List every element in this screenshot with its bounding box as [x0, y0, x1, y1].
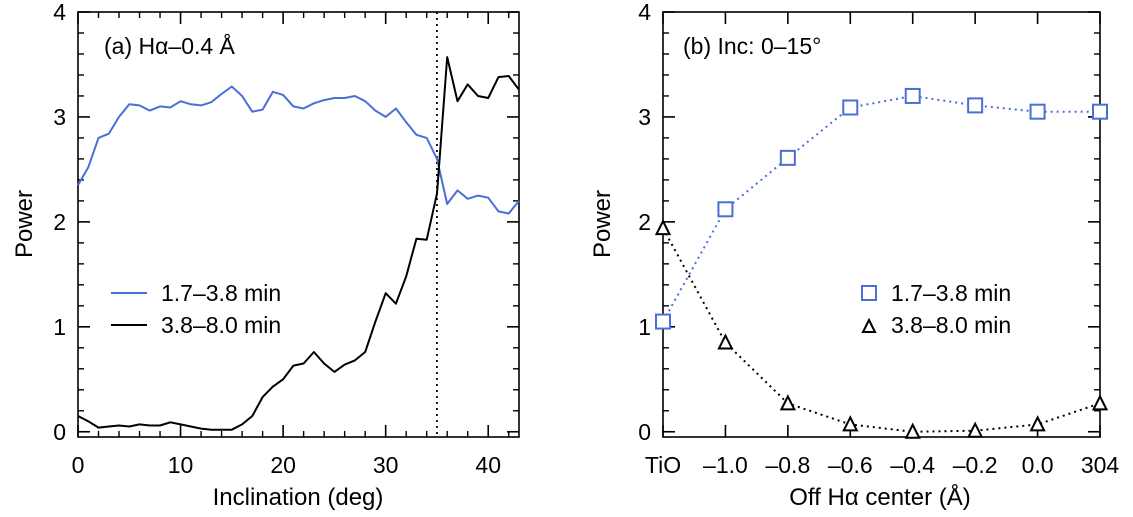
panel-b-title: (b) Inc: 0–15° [683, 33, 821, 59]
panel-a-series-1-line [77, 85, 520, 215]
panel-b-y-tick-label: 3 [638, 104, 651, 130]
panel-b: TiO –1.0 –0.8 –0.6 –0.4 –0.2 0.0 304 0 1 2 3 4 (b) I… [589, 0, 1119, 511]
panel-b-x-tick-label: 304 [1081, 452, 1120, 478]
panel-b-y-tick-label: 0 [638, 419, 651, 445]
panel-a-legend-label-1: 1.7–3.8 min [161, 280, 281, 306]
panel-b-y-tick-label: 2 [638, 209, 651, 235]
panel-a-x-tick-label: 10 [168, 452, 194, 478]
panel-b-series-2-marker [1029, 415, 1046, 432]
panel-a-frame [77, 11, 520, 438]
panel-b-y-tick-label: 4 [638, 0, 651, 25]
panel-a-legend: 1.7–3.8 min 3.8–8.0 min [111, 280, 281, 338]
panel-b-series-1-marker [655, 313, 671, 330]
panel-b-series-2-marker [842, 415, 859, 432]
panel-b-ticks: TiO –1.0 –0.8 –0.6 –0.4 –0.2 0.0 304 0 1 2 3 4 [638, 0, 1119, 478]
panel-b-series-1-marker [904, 87, 921, 104]
panel-b-frame [662, 11, 1101, 438]
panel-b-y-tick-label: 1 [638, 314, 651, 340]
panel-a-xlabel: Inclination (deg) [213, 484, 384, 511]
panel-b-legend-label-1: 1.7–3.8 min [891, 280, 1011, 306]
panel-b-x-tick-label: 0.0 [1022, 452, 1054, 478]
panel-b-legend-swatch-1 [861, 285, 877, 301]
panel-a-y-tick-label: 0 [53, 419, 66, 445]
panel-a-series-2-line [77, 56, 520, 431]
panel-a-legend-label-2: 3.8–8.0 min [161, 312, 281, 338]
panel-b-markers [654, 87, 1109, 439]
panel-b-series-1-marker [1092, 103, 1108, 120]
panel-a-y-tick-label: 3 [53, 104, 66, 130]
panel-a-y-tick-label: 1 [53, 314, 66, 340]
panel-a: 0 10 20 30 40 0 1 2 3 4 (a) Hα–0.4 Å Inclination … [11, 0, 520, 511]
panel-b-x-tick-label: –0.2 [953, 452, 998, 478]
panel-b-x-tick-label: –0.8 [765, 452, 810, 478]
panel-a-x-tick-label: 40 [475, 452, 501, 478]
panel-a-y-tick-label: 4 [53, 0, 66, 25]
panel-b-x-tick-label: –1.0 [703, 452, 748, 478]
panel-b-series-1-marker [779, 149, 796, 166]
panel-a-ylabel: Power [11, 190, 38, 258]
panel-b-legend: 1.7–3.8 min 3.8–8.0 min [861, 280, 1011, 338]
panel-b-series-1-marker [1029, 103, 1046, 120]
panel-a-x-tick-label: 30 [373, 452, 399, 478]
panel-b-series-2-marker [717, 333, 734, 350]
panel-b-series-1-marker [842, 99, 859, 116]
panel-b-series-2-line [662, 227, 1101, 433]
panel-b-ylabel: Power [589, 190, 616, 258]
panel-b-series-2-marker [1091, 394, 1109, 411]
panel-b-x-tick-label: –0.6 [828, 452, 873, 478]
panel-a-x-tick-label: 0 [72, 452, 85, 478]
panel-b-xlabel: Off Hα center (Å) [789, 483, 970, 511]
panel-a-title: (a) Hα–0.4 Å [104, 32, 236, 59]
panel-b-legend-swatch-2 [861, 317, 877, 333]
panel-a-y-tick-label: 2 [53, 209, 66, 235]
panel-a-ticks: 0 10 20 30 40 0 1 2 3 4 [53, 0, 519, 478]
panel-b-x-tick-label: –0.4 [890, 452, 935, 478]
panel-b-series-1-marker [967, 97, 984, 114]
panel-b-series-1-marker [717, 201, 734, 218]
panel-a-x-tick-label: 20 [270, 452, 296, 478]
panel-b-legend-label-2: 3.8–8.0 min [891, 312, 1011, 338]
panel-b-x-tick-label: TiO [645, 452, 681, 478]
panel-b-series-2-marker [654, 218, 672, 236]
panel-b-series-2-marker [967, 421, 984, 438]
panel-b-series-2-marker [779, 394, 796, 411]
panel-b-series-1-line [662, 94, 1100, 323]
panel-b-series-2-marker [904, 422, 921, 439]
